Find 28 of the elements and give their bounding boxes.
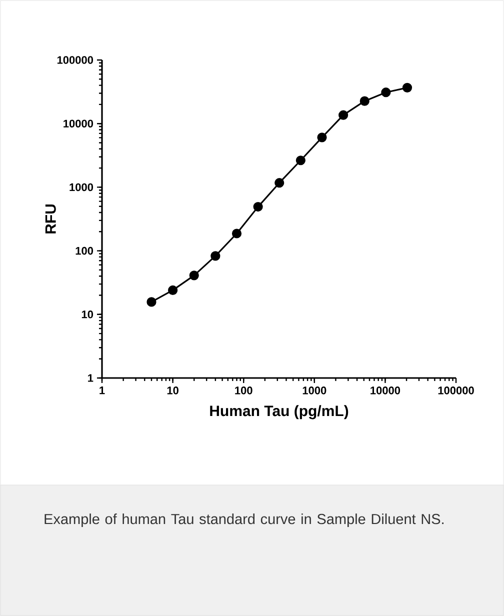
point [210, 251, 220, 261]
y-tick-label: 10 [82, 310, 94, 318]
y-axis-title: RFU [45, 204, 56, 234]
y-tick-label: 1000 [70, 183, 94, 192]
y-tick-label: 1 [88, 374, 94, 382]
point [296, 156, 306, 166]
point [232, 228, 242, 238]
x-tick-label: 1000 [302, 386, 326, 394]
point [360, 96, 370, 106]
point [189, 270, 199, 280]
y-tick-label: 100 [76, 246, 94, 255]
x-tick-label: 10 [167, 386, 178, 394]
point [381, 88, 391, 98]
point [253, 202, 263, 212]
x-tick-label: 1 [100, 386, 105, 394]
point [146, 297, 156, 307]
point [317, 132, 327, 142]
x-tick-label: 100000 [438, 386, 474, 394]
text: Example of human Tau standard curve in Sample Diluent NS. [44, 514, 444, 528]
point [274, 178, 284, 188]
y-tick-label: 100000 [57, 56, 94, 64]
y-tick-label: 10000 [64, 120, 94, 128]
x-tick-label: 10000 [370, 386, 400, 394]
point [168, 285, 178, 296]
x-tick-label: 100 [235, 386, 252, 394]
point [402, 82, 412, 92]
point [338, 110, 348, 120]
x-axis-title: Human Tau (pg/mL) [210, 405, 348, 420]
